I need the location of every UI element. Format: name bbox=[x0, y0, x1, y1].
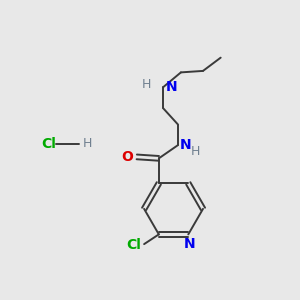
Text: O: O bbox=[121, 150, 133, 164]
Text: H: H bbox=[190, 145, 200, 158]
Text: H: H bbox=[83, 137, 92, 150]
Text: Cl: Cl bbox=[126, 238, 141, 252]
Text: Cl: Cl bbox=[41, 136, 56, 151]
Text: N: N bbox=[184, 237, 196, 251]
Text: N: N bbox=[180, 138, 192, 152]
Text: N: N bbox=[165, 80, 177, 94]
Text: H: H bbox=[142, 78, 151, 91]
